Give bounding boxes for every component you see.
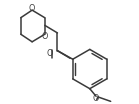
Text: O: O bbox=[46, 49, 52, 58]
Text: O: O bbox=[42, 32, 48, 41]
Text: O: O bbox=[29, 4, 35, 13]
Text: O: O bbox=[92, 94, 99, 103]
